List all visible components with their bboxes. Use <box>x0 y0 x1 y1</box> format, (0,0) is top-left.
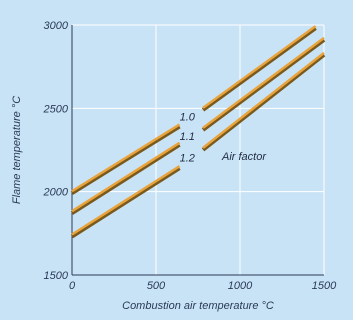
axes <box>72 25 324 275</box>
series-label: 1.2 <box>180 153 195 165</box>
y-axis-title: Flame temperature °C <box>11 96 23 204</box>
air-factor-annotation: Air factor <box>221 151 267 163</box>
series-label: 1.1 <box>180 131 195 143</box>
x-tick-label: 1000 <box>228 280 253 292</box>
x-tick-label: 0 <box>69 280 76 292</box>
series-line-1.1-seg1 <box>203 38 324 128</box>
x-tick-label: 1500 <box>312 280 337 292</box>
y-tick-label: 3000 <box>44 20 69 32</box>
grid <box>72 25 324 275</box>
series-line-shadow <box>203 28 316 110</box>
y-tick-label: 1500 <box>44 270 69 282</box>
series <box>72 26 324 236</box>
series-line-shadow <box>72 127 180 194</box>
x-tick-label: 500 <box>147 280 166 292</box>
x-axis-title: Combustion air temperature °C <box>122 300 274 312</box>
series-line-shadow <box>203 55 324 150</box>
y-tick-label: 2500 <box>43 103 69 115</box>
series-label: 1.0 <box>180 112 196 124</box>
series-line-1.0-seg1 <box>203 26 316 108</box>
series-line-shadow <box>203 40 324 130</box>
y-tick-label: 2000 <box>43 187 69 199</box>
